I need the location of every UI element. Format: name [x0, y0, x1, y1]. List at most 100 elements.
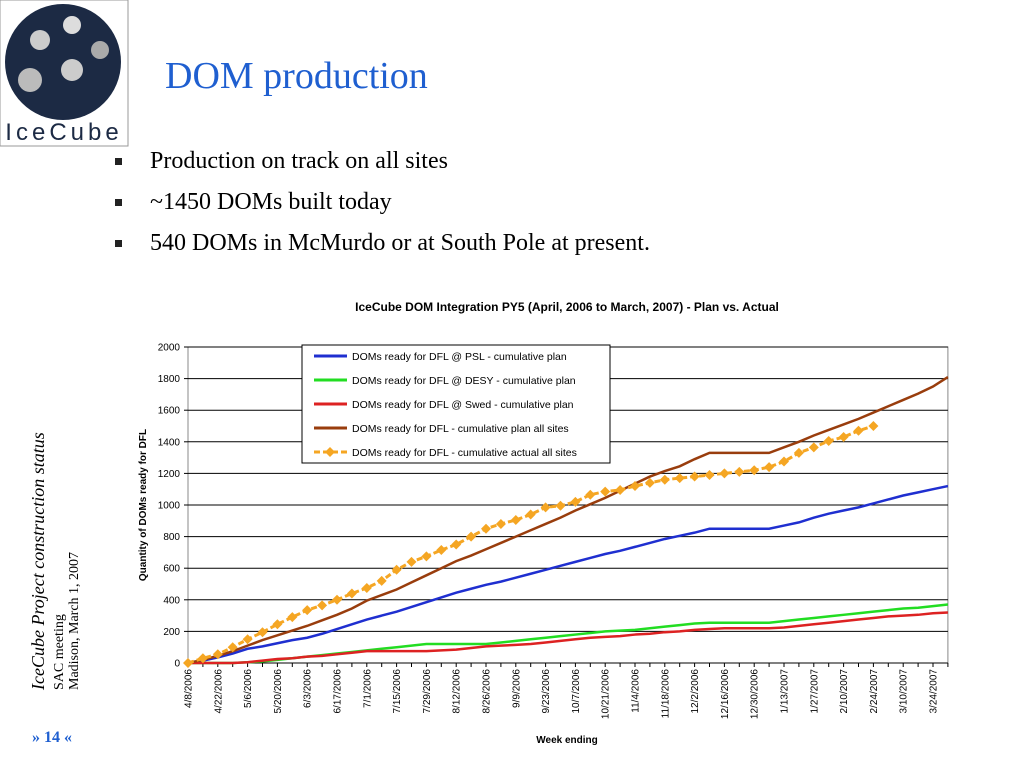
- data-point: [183, 658, 193, 668]
- x-tick-label: 9/9/2006: [511, 669, 522, 708]
- logo-globe: [5, 4, 121, 120]
- y-axis-title: Quantity of DOMs ready for DFL: [138, 429, 149, 581]
- data-point: [332, 594, 342, 605]
- data-point: [779, 456, 789, 467]
- bullet-marker: [115, 199, 122, 206]
- data-point: [406, 556, 417, 567]
- x-tick-label: 3/10/2007: [899, 669, 910, 714]
- data-point: [853, 425, 864, 436]
- legend-box: [301, 344, 611, 464]
- sidebar-date: Madison, March 1, 2007: [67, 552, 82, 690]
- logo-sphere: [61, 59, 83, 81]
- bullet-marker: [115, 158, 122, 165]
- data-point: [555, 500, 566, 511]
- y-tick-label: 600: [163, 564, 180, 575]
- x-tick-label: 2/10/2007: [839, 669, 850, 714]
- legend-label: DOMs ready for DFL @ PSL - cumulative pl…: [352, 351, 567, 363]
- logo: IceCube: [0, 0, 129, 147]
- bullet-marker: [115, 240, 122, 247]
- data-point: [346, 588, 357, 599]
- data-point: [376, 575, 387, 586]
- y-tick-label: 1000: [158, 501, 181, 512]
- x-tick-label: 7/1/2006: [362, 669, 373, 708]
- series-line: [187, 375, 949, 665]
- data-point: [242, 634, 253, 645]
- x-tick-label: 4/22/2006: [213, 669, 224, 714]
- data-point: [466, 531, 477, 542]
- x-tick-label: 1/27/2007: [809, 669, 820, 714]
- data-point: [615, 484, 626, 495]
- data-point: [808, 442, 819, 453]
- x-tick-label: 8/12/2006: [452, 669, 463, 714]
- data-point: [257, 627, 268, 638]
- data-point: [704, 469, 715, 480]
- bullet-text: 540 DOMs in McMurdo or at South Pole at …: [150, 230, 650, 256]
- y-tick-label: 1800: [158, 374, 181, 385]
- data-point: [570, 496, 581, 507]
- bullet-text: Production on track on all sites: [150, 148, 448, 174]
- y-tick-label: 0: [174, 659, 180, 670]
- series-line: [188, 611, 948, 665]
- data-point: [719, 468, 730, 479]
- data-point: [481, 523, 491, 534]
- bullet-text: ~1450 DOMs built today: [150, 189, 392, 215]
- x-tick-label: 4/8/2006: [184, 669, 195, 708]
- data-point: [361, 582, 372, 593]
- data-point: [734, 466, 745, 477]
- y-tick-label: 1600: [158, 406, 181, 417]
- data-point: [510, 515, 521, 526]
- y-tick-label: 2000: [158, 343, 181, 354]
- data-point: [823, 436, 834, 447]
- x-tick-label: 10/7/2006: [571, 669, 582, 714]
- logo-sphere: [18, 68, 42, 92]
- y-tick-label: 800: [163, 532, 180, 543]
- chart: IceCube DOM Integration PY5 (April, 2006…: [138, 300, 949, 746]
- logo-sphere: [30, 30, 50, 50]
- data-point: [764, 462, 775, 473]
- x-tick-label: 12/16/2006: [720, 669, 731, 719]
- x-tick-label: 7/15/2006: [392, 669, 403, 714]
- data-point: [302, 605, 313, 616]
- page-number: » 14 «: [32, 729, 72, 746]
- series-line: [187, 484, 949, 665]
- x-tick-label: 1/13/2007: [780, 669, 791, 714]
- x-axis-title: Week ending: [536, 735, 598, 746]
- data-point: [391, 564, 402, 575]
- x-tick-label: 12/30/2006: [750, 669, 761, 719]
- data-point: [495, 518, 506, 529]
- data-point: [585, 489, 596, 500]
- legend-label: DOMs ready for DFL - cumulative actual a…: [352, 447, 577, 459]
- data-point: [868, 421, 879, 431]
- logo-sphere: [63, 16, 81, 34]
- x-tick-label: 6/17/2006: [333, 669, 344, 714]
- data-point: [644, 477, 655, 488]
- chart-title: IceCube DOM Integration PY5 (April, 2006…: [355, 300, 779, 314]
- x-tick-label: 7/29/2006: [422, 669, 433, 714]
- data-point: [421, 551, 432, 562]
- legend-label: DOMs ready for DFL - cumulative plan all…: [352, 423, 569, 435]
- x-tick-label: 5/6/2006: [243, 669, 254, 708]
- x-tick-label: 12/2/2006: [690, 669, 701, 714]
- legend-label: DOMs ready for DFL @ Swed - cumulative p…: [352, 399, 574, 411]
- data-point: [287, 612, 298, 623]
- data-point: [525, 509, 536, 520]
- data-point: [540, 502, 551, 513]
- x-tick-label: 2/24/2007: [869, 669, 880, 714]
- logo-sphere: [91, 41, 109, 59]
- data-point: [212, 649, 223, 660]
- x-tick-label: 10/21/2006: [601, 669, 612, 719]
- slide-title: DOM production: [165, 55, 428, 97]
- y-tick-label: 1400: [158, 437, 181, 448]
- x-tick-label: 6/3/2006: [303, 669, 314, 708]
- data-point: [272, 619, 283, 630]
- y-tick-label: 400: [163, 595, 180, 606]
- data-point: [436, 545, 447, 556]
- legend-label: DOMs ready for DFL @ DESY - cumulative p…: [352, 375, 576, 387]
- bullet-list: Production on track on all sites ~1450 DO…: [115, 148, 650, 256]
- x-tick-label: 3/24/2007: [929, 669, 940, 714]
- sidebar-meeting: SAC meeting: [52, 614, 67, 690]
- logo-text: IceCube: [5, 119, 122, 146]
- data-point: [600, 486, 611, 497]
- x-tick-label: 11/18/2006: [660, 669, 671, 719]
